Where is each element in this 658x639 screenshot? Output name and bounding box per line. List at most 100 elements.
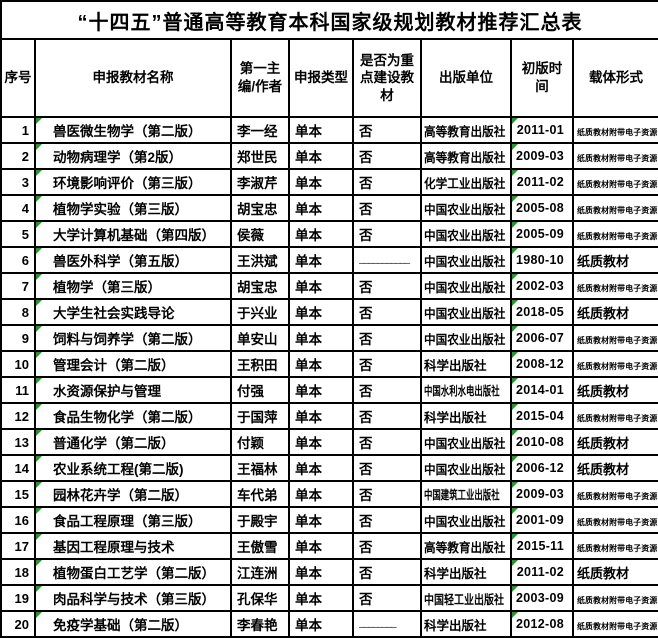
cell-first-edition-date[interactable]: 2011-02 <box>510 558 574 586</box>
cell-book-name[interactable]: 食品生物化学（第二版） <box>34 402 232 430</box>
cell-first-author[interactable]: 胡宝忠 <box>230 194 290 222</box>
cell-key-textbook[interactable]: 否 <box>352 376 422 404</box>
cell-apply-type[interactable]: 单本 <box>288 376 354 404</box>
cell-book-name[interactable]: 食品工程原理（第三版） <box>34 506 232 534</box>
cell-key-textbook[interactable]: 否 <box>352 168 422 196</box>
cell-serial[interactable]: 9 <box>0 324 36 352</box>
cell-first-author[interactable]: 于兴业 <box>230 298 290 326</box>
cell-key-textbook[interactable]: ――――――――― ―― <box>352 246 422 274</box>
cell-first-edition-date[interactable]: 2003-09 <box>510 584 574 612</box>
cell-key-textbook[interactable]: 否 <box>352 558 422 586</box>
cell-key-textbook[interactable]: 否 <box>352 454 422 482</box>
cell-first-author[interactable]: 李淑芹 <box>230 168 290 196</box>
cell-first-edition-date[interactable]: 2012-08 <box>510 610 574 638</box>
cell-first-author[interactable]: 侯薇 <box>230 220 290 248</box>
cell-book-name[interactable]: 兽医微生物学（第二版） <box>34 116 232 144</box>
cell-first-edition-date[interactable]: 2009-03 <box>510 480 574 508</box>
cell-key-textbook[interactable]: 否 <box>352 402 422 430</box>
cell-book-name[interactable]: 动物病理学（第2版） <box>34 142 232 170</box>
cell-serial[interactable]: 11 <box>0 376 36 404</box>
cell-apply-type[interactable]: 单本 <box>288 506 354 534</box>
cell-serial[interactable]: 7 <box>0 272 36 300</box>
cell-book-name[interactable]: 管理会计（第二版） <box>34 350 232 378</box>
cell-key-textbook[interactable]: 否 <box>352 324 422 352</box>
cell-first-author[interactable]: 于国萍 <box>230 402 290 430</box>
cell-first-edition-date[interactable]: 2006-12 <box>510 454 574 482</box>
cell-apply-type[interactable]: 单本 <box>288 220 354 248</box>
cell-publisher[interactable]: 中国建筑工业出版社 <box>420 480 512 508</box>
header-first-author[interactable]: 第一主 编/作者 <box>230 38 290 118</box>
cell-key-textbook[interactable]: 否 <box>352 194 422 222</box>
cell-carrier-form[interactable]: 纸质教材附带电子资源 <box>572 168 658 196</box>
cell-carrier-form[interactable]: 纸质教材附带电子资源 <box>572 350 658 378</box>
cell-publisher[interactable]: 中国农业出版社 <box>420 428 512 456</box>
cell-first-author[interactable]: 王福林 <box>230 454 290 482</box>
cell-apply-type[interactable]: 单本 <box>288 168 354 196</box>
cell-key-textbook[interactable]: 否 <box>352 220 422 248</box>
cell-serial[interactable]: 18 <box>0 558 36 586</box>
cell-serial[interactable]: 10 <box>0 350 36 378</box>
cell-apply-type[interactable]: 单本 <box>288 584 354 612</box>
header-serial[interactable]: 序号 <box>0 38 36 118</box>
cell-first-edition-date[interactable]: 2011-02 <box>510 168 574 196</box>
cell-first-edition-date[interactable]: 2018-05 <box>510 298 574 326</box>
cell-carrier-form[interactable]: 纸质教材附带电子资源 <box>572 324 658 352</box>
cell-apply-type[interactable]: 单本 <box>288 532 354 560</box>
cell-apply-type[interactable]: 单本 <box>288 246 354 274</box>
cell-carrier-form[interactable]: 纸质教材附带电子资源 <box>572 584 658 612</box>
cell-first-author[interactable]: 李春艳 <box>230 610 290 638</box>
cell-carrier-form[interactable]: 纸质教材附带电子资源 <box>572 142 658 170</box>
cell-first-author[interactable]: 王积田 <box>230 350 290 378</box>
cell-book-name[interactable]: 大学计算机基础（第四版） <box>34 220 232 248</box>
cell-publisher[interactable]: 中国农业出版社 <box>420 298 512 326</box>
cell-publisher[interactable]: 科学出版社 <box>420 350 512 378</box>
cell-first-author[interactable]: 李一经 <box>230 116 290 144</box>
cell-serial[interactable]: 6 <box>0 246 36 274</box>
cell-carrier-form[interactable]: 纸质教材 <box>572 454 658 482</box>
cell-apply-type[interactable]: 单本 <box>288 272 354 300</box>
cell-apply-type[interactable]: 单本 <box>288 454 354 482</box>
cell-key-textbook[interactable]: 否 <box>352 116 422 144</box>
cell-publisher[interactable]: 高等教育出版社 <box>420 142 512 170</box>
cell-publisher[interactable]: 中国农业出版社 <box>420 246 512 274</box>
cell-first-edition-date[interactable]: 2015-04 <box>510 402 574 430</box>
cell-carrier-form[interactable]: 纸质教材 <box>572 298 658 326</box>
cell-carrier-form[interactable]: 纸质教材附带电子资源 <box>572 194 658 222</box>
cell-apply-type[interactable]: 单本 <box>288 558 354 586</box>
cell-key-textbook[interactable]: 否 <box>352 532 422 560</box>
cell-apply-type[interactable]: 单本 <box>288 298 354 326</box>
cell-carrier-form[interactable]: 纸质教材附带电子资源 <box>572 610 658 638</box>
cell-first-author[interactable]: 王洪斌 <box>230 246 290 274</box>
cell-publisher[interactable]: 中国农业出版社 <box>420 194 512 222</box>
cell-serial[interactable]: 2 <box>0 142 36 170</box>
cell-first-edition-date[interactable]: 2010-08 <box>510 428 574 456</box>
cell-carrier-form[interactable]: 纸质教材 <box>572 428 658 456</box>
header-publisher[interactable]: 出版单位 <box>420 38 512 118</box>
cell-serial[interactable]: 15 <box>0 480 36 508</box>
header-key-textbook[interactable]: 是否为重 点建设教 材 <box>352 38 422 118</box>
cell-book-name[interactable]: 兽医外科学（第五版） <box>34 246 232 274</box>
cell-publisher[interactable]: 中国农业出版社 <box>420 454 512 482</box>
cell-carrier-form[interactable]: 纸质教材附带电子资源 <box>572 532 658 560</box>
header-carrier-form[interactable]: 载体形式 <box>572 38 658 118</box>
cell-publisher[interactable]: 中国农业出版社 <box>420 506 512 534</box>
cell-publisher[interactable]: 高等教育出版社 <box>420 532 512 560</box>
cell-key-textbook[interactable]: 否 <box>352 480 422 508</box>
cell-key-textbook[interactable]: 否 <box>352 142 422 170</box>
cell-apply-type[interactable]: 单本 <box>288 142 354 170</box>
cell-first-edition-date[interactable]: 1980-10 <box>510 246 574 274</box>
cell-serial[interactable]: 16 <box>0 506 36 534</box>
cell-publisher[interactable]: 高等教育出版社 <box>420 116 512 144</box>
cell-apply-type[interactable]: 单本 <box>288 324 354 352</box>
cell-first-edition-date[interactable]: 2001-09 <box>510 506 574 534</box>
cell-apply-type[interactable]: 单本 <box>288 610 354 638</box>
cell-book-name[interactable]: 普通化学（第二版） <box>34 428 232 456</box>
cell-first-author[interactable]: 付颖 <box>230 428 290 456</box>
cell-first-edition-date[interactable]: 2014-01 <box>510 376 574 404</box>
cell-first-edition-date[interactable]: 2011-01 <box>510 116 574 144</box>
cell-book-name[interactable]: 环境影响评价（第三版） <box>34 168 232 196</box>
cell-key-textbook[interactable]: ――――――― ― <box>352 610 422 638</box>
cell-serial[interactable]: 8 <box>0 298 36 326</box>
cell-first-author[interactable]: 郑世民 <box>230 142 290 170</box>
cell-book-name[interactable]: 植物学（第三版） <box>34 272 232 300</box>
